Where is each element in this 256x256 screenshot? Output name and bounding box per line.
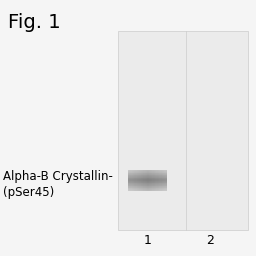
Bar	[142, 169, 143, 191]
Bar	[143, 169, 145, 191]
Bar	[159, 169, 160, 191]
Text: 2: 2	[206, 234, 214, 247]
Bar	[132, 169, 133, 191]
Bar	[130, 169, 132, 191]
Bar	[164, 169, 165, 191]
Bar	[155, 169, 156, 191]
Bar	[127, 173, 167, 174]
Bar	[133, 169, 134, 191]
Bar	[127, 179, 167, 180]
Bar	[148, 169, 150, 191]
Bar	[134, 169, 135, 191]
Bar	[150, 169, 151, 191]
Bar	[145, 169, 146, 191]
Bar	[165, 169, 167, 191]
Bar	[141, 169, 142, 191]
Bar	[135, 169, 137, 191]
Bar	[163, 169, 164, 191]
Bar	[127, 187, 167, 188]
Bar	[154, 169, 155, 191]
Bar	[138, 169, 139, 191]
Bar	[137, 169, 138, 191]
Bar	[127, 183, 167, 184]
Bar	[127, 169, 167, 170]
Text: 1: 1	[143, 234, 151, 247]
Bar	[127, 190, 167, 191]
Bar	[152, 169, 154, 191]
Bar	[158, 169, 159, 191]
Text: Alpha-B Crystallin-
(pSer45): Alpha-B Crystallin- (pSer45)	[3, 170, 112, 199]
Bar	[127, 176, 167, 177]
Bar	[127, 188, 167, 189]
Bar	[160, 169, 162, 191]
Text: Fig. 1: Fig. 1	[8, 13, 60, 32]
Bar	[162, 169, 163, 191]
Bar	[147, 169, 148, 191]
Bar	[127, 169, 129, 191]
Bar	[127, 171, 167, 172]
Bar	[127, 175, 167, 176]
Bar	[139, 169, 141, 191]
Bar	[127, 182, 167, 183]
Bar	[127, 189, 167, 190]
Bar	[118, 31, 248, 230]
Bar	[127, 170, 167, 171]
Bar	[146, 169, 147, 191]
Bar	[127, 185, 167, 186]
Bar	[127, 174, 167, 175]
Bar	[127, 178, 167, 179]
Bar	[127, 181, 167, 182]
Bar	[127, 184, 167, 185]
Bar	[127, 186, 167, 187]
Bar	[127, 177, 167, 178]
Bar	[156, 169, 158, 191]
Bar	[151, 169, 152, 191]
Bar	[129, 169, 130, 191]
Bar	[127, 172, 167, 173]
Bar	[127, 180, 167, 181]
